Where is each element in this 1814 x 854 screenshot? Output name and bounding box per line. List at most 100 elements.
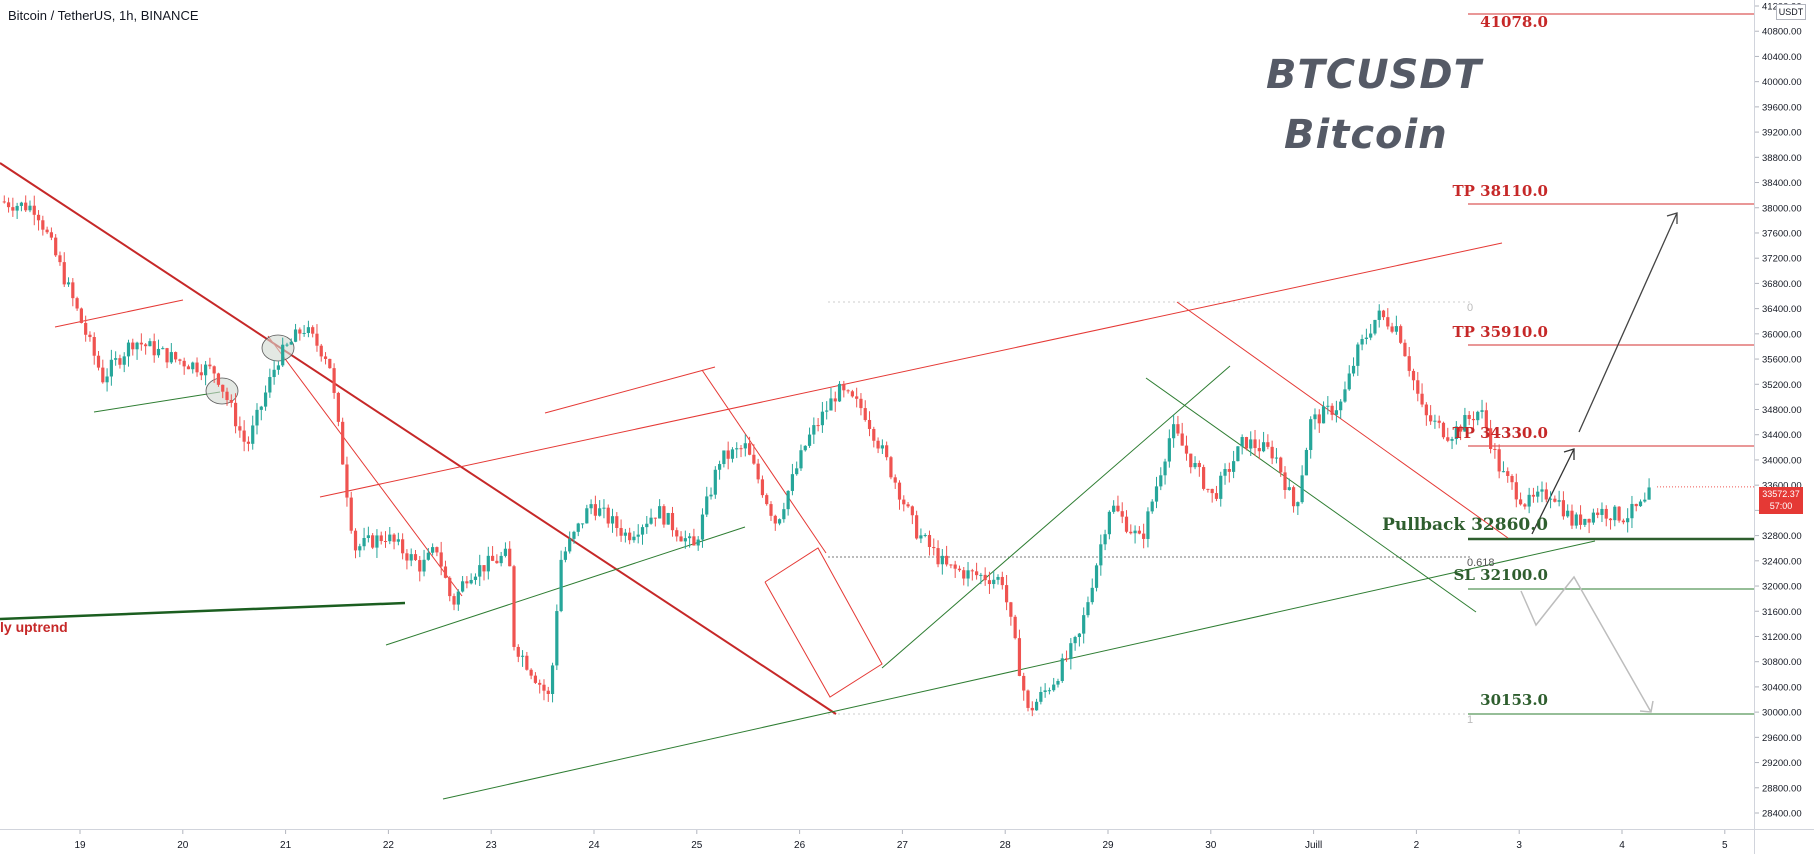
candle	[45, 229, 49, 233]
time-axis-label: 2	[1414, 840, 1420, 851]
candle	[816, 425, 820, 427]
candle	[251, 425, 255, 444]
trendline-red-descend-2	[701, 369, 827, 554]
candle	[1206, 488, 1210, 490]
candle	[1544, 489, 1548, 500]
candle	[1390, 326, 1394, 332]
candle	[131, 342, 135, 350]
candle	[773, 515, 777, 524]
candle	[375, 535, 379, 548]
candle	[233, 402, 238, 427]
candle	[1142, 533, 1146, 539]
candle	[212, 366, 216, 374]
trendline-green-descend	[1145, 377, 1477, 613]
trendline-major-down	[0, 162, 837, 715]
price-axis-label: 31200.00	[1762, 632, 1802, 643]
candle	[902, 499, 906, 505]
candle	[409, 554, 413, 561]
candle	[28, 205, 32, 211]
candle	[221, 384, 225, 392]
candle	[1193, 462, 1197, 468]
candle	[1056, 681, 1060, 685]
candle	[1574, 514, 1578, 526]
candle	[1403, 342, 1407, 357]
candle	[75, 298, 79, 309]
candle	[893, 477, 897, 483]
level-label-sl: SL 32100.0	[1453, 566, 1548, 584]
candle	[752, 454, 756, 464]
candle	[1600, 508, 1604, 515]
level-label-tp-35910: TP 35910.0	[1452, 323, 1548, 341]
candle	[482, 565, 486, 572]
time-axis-label: 30	[1205, 840, 1217, 851]
candle	[1514, 482, 1518, 500]
time-axis-label: Juill	[1305, 840, 1322, 851]
time-axis-label: 4	[1619, 840, 1625, 851]
candle	[1283, 472, 1287, 491]
price-axis-label: 34800.00	[1762, 405, 1802, 416]
candle	[388, 534, 392, 542]
candle	[118, 358, 122, 365]
candle	[332, 368, 336, 393]
candle	[1617, 506, 1621, 521]
candle	[962, 570, 966, 579]
candle	[576, 523, 580, 532]
candle	[109, 359, 113, 377]
candle	[1077, 633, 1081, 638]
candle	[1129, 531, 1133, 534]
candle	[1313, 414, 1317, 420]
price-axis-unit-label[interactable]: USDT	[1776, 4, 1806, 20]
candle	[1386, 317, 1390, 327]
candle	[1334, 410, 1338, 415]
candle	[169, 352, 173, 363]
price-axis-label: 40000.00	[1762, 77, 1802, 88]
candle	[555, 611, 559, 666]
candle	[640, 527, 645, 535]
candle	[932, 546, 936, 549]
candle	[743, 443, 747, 449]
time-axis-label: 27	[897, 840, 909, 851]
candle	[1047, 690, 1052, 692]
candle	[1026, 690, 1030, 708]
candle	[1189, 453, 1193, 468]
candle	[1326, 405, 1330, 407]
candle	[739, 448, 743, 450]
candle	[777, 519, 782, 524]
candle	[945, 555, 949, 565]
candle	[503, 548, 508, 556]
candle	[178, 359, 182, 361]
trendline-green-small-2	[385, 526, 746, 646]
candle	[105, 376, 109, 383]
candle	[1257, 448, 1261, 452]
candle	[426, 552, 430, 560]
candle	[1300, 475, 1304, 503]
candle	[1578, 514, 1583, 525]
candle	[422, 559, 426, 572]
projection-arrow-1-head	[1563, 448, 1575, 460]
price-axis-label: 28400.00	[1762, 809, 1802, 820]
candle	[225, 391, 229, 400]
candle	[1291, 487, 1296, 507]
candle	[96, 355, 101, 368]
candle	[662, 506, 666, 525]
candle	[208, 364, 212, 367]
candle	[1377, 310, 1381, 320]
candle	[186, 366, 191, 370]
candle	[182, 360, 186, 367]
candle	[1459, 426, 1463, 432]
candle	[1249, 439, 1253, 449]
candle	[1202, 467, 1206, 489]
candle	[1240, 437, 1244, 447]
candle	[987, 580, 992, 585]
candle	[62, 262, 66, 285]
candle	[782, 509, 786, 520]
candle	[58, 255, 62, 263]
price-axis-label: 38800.00	[1762, 153, 1802, 164]
candle	[1591, 512, 1595, 523]
price-axis: 28400.00 28800.00 29200.00 29600.00 30000.00…	[1755, 2, 1802, 820]
chart-symbol-title[interactable]: Bitcoin / TetherUS, 1h, BINANCE	[8, 8, 199, 23]
candle	[1274, 457, 1279, 459]
candle	[1154, 486, 1159, 502]
